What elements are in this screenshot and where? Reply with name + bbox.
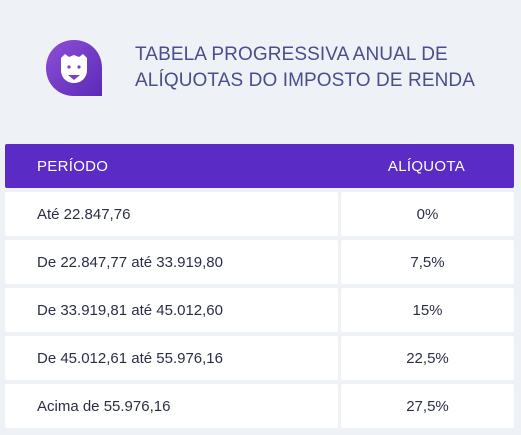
- table-row: De 33.919,81 até 45.012,60 15%: [5, 288, 514, 332]
- table-row: De 22.847,77 até 33.919,80 7,5%: [5, 240, 514, 284]
- table-header: PERÍODO ALÍQUOTA: [5, 144, 514, 188]
- table-row: De 45.012,61 até 55.976,16 22,5%: [5, 336, 514, 380]
- column-header-period: PERÍODO: [37, 157, 109, 175]
- period-cell: Até 22.847,76: [5, 192, 338, 236]
- table-row: Acima de 55.976,16 27,5%: [5, 384, 514, 428]
- rate-cell: 22,5%: [341, 336, 514, 380]
- lion-face-icon: [46, 40, 102, 96]
- tax-rate-table: PERÍODO ALÍQUOTA Até 22.847,76 0% De 22.…: [5, 144, 514, 428]
- rate-cell: 7,5%: [341, 240, 514, 284]
- column-header-rate: ALÍQUOTA: [387, 157, 466, 175]
- page-title: TABELA PROGRESSIVA ANUAL DE ALÍQUOTAS DO…: [135, 42, 505, 94]
- rate-cell: 0%: [341, 192, 514, 236]
- title-line-2: ALÍQUOTAS DO IMPOSTO DE RENDA: [135, 70, 476, 91]
- rate-cell: 15%: [341, 288, 514, 332]
- period-cell: Acima de 55.976,16: [5, 384, 338, 428]
- period-cell: De 22.847,77 até 33.919,80: [5, 240, 338, 284]
- period-cell: De 45.012,61 até 55.976,16: [5, 336, 338, 380]
- page-header: TABELA PROGRESSIVA ANUAL DE ALÍQUOTAS DO…: [0, 0, 521, 130]
- title-line-1: TABELA PROGRESSIVA ANUAL DE: [135, 44, 448, 65]
- rate-cell: 27,5%: [341, 384, 514, 428]
- period-cell: De 33.919,81 até 45.012,60: [5, 288, 338, 332]
- table-row: Até 22.847,76 0%: [5, 192, 514, 236]
